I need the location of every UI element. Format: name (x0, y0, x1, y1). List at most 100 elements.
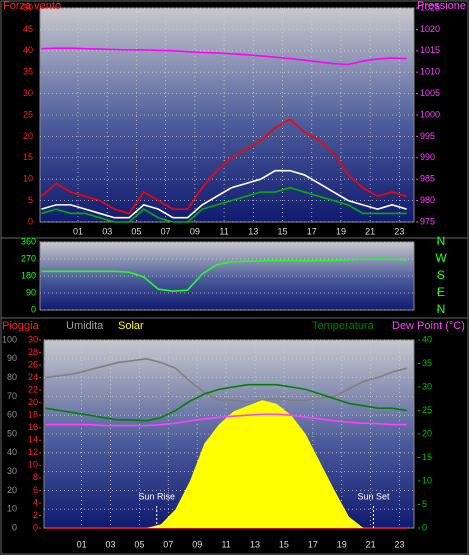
y-tick-label: 14 (28, 435, 38, 445)
y-tick-label: 1015 (420, 45, 440, 55)
y-tick-label: 40 (7, 447, 17, 457)
y-tick-label: 5 (422, 499, 427, 509)
y-tick-label: 45 (23, 24, 33, 34)
y-tick-label: 985 (420, 174, 435, 184)
y-tick-label: 50 (23, 2, 33, 12)
x-tick-label: 23 (394, 226, 404, 236)
y-tick-label: 20 (28, 397, 38, 407)
y-tick-label: 1010 (420, 67, 440, 77)
x-tick-label: 03 (105, 539, 115, 549)
x-tick-label: 21 (365, 226, 375, 236)
y-tick-label: 12 (28, 447, 38, 457)
y-tick-label: 100 (2, 334, 17, 344)
x-tick-label: 17 (308, 539, 318, 549)
x-tick-label: 19 (337, 539, 347, 549)
y-tick-label: 10 (422, 475, 432, 485)
y-tick-label: 1020 (420, 24, 440, 34)
x-tick-label: 05 (131, 226, 141, 236)
y-tick-label: 25 (23, 109, 33, 119)
y-tick-label: 1005 (420, 88, 440, 98)
y-tick-label: 980 (420, 195, 435, 205)
y-tick-label: E (437, 285, 445, 299)
y-tick-label: 25 (422, 405, 432, 415)
y-tick-label: 15 (23, 152, 33, 162)
y-tick-label: 30 (422, 381, 432, 391)
y-tick-label: 995 (420, 131, 435, 141)
y-tick-label: 60 (7, 410, 17, 420)
y-tick-label: 35 (422, 358, 432, 368)
line (45, 357, 407, 403)
legend-label: Solar (118, 320, 144, 332)
y-tick-label: 15 (422, 452, 432, 462)
legend-label: Umidita (66, 320, 104, 332)
x-tick-label: 23 (395, 539, 405, 549)
x-tick-label: 09 (190, 226, 200, 236)
x-tick-label: 15 (278, 226, 288, 236)
y-tick-label: 2 (33, 510, 38, 520)
y-tick-label: 30 (28, 334, 38, 344)
y-tick-label: 0 (422, 522, 427, 532)
y-tick-label: N (437, 234, 446, 248)
x-tick-label: 19 (336, 226, 346, 236)
x-tick-label: 17 (307, 226, 317, 236)
y-tick-label: 990 (420, 152, 435, 162)
line (41, 47, 407, 66)
y-tick-label: 180 (21, 270, 36, 280)
y-tick-label: 70 (7, 391, 17, 401)
plot-area (39, 241, 415, 311)
x-tick-label: 01 (73, 226, 83, 236)
legend-label: Dew Point (°C) (392, 320, 465, 332)
y-tick-label: 28 (28, 347, 38, 357)
x-tick-label: 21 (366, 539, 376, 549)
annotation: Sun Rise (138, 491, 175, 501)
legend-label: Temperatura (312, 320, 375, 332)
y-tick-label: 10 (23, 174, 33, 184)
x-tick-label: 09 (192, 539, 202, 549)
line (41, 186, 407, 223)
line (45, 383, 407, 422)
y-tick-label: 50 (7, 428, 17, 438)
x-tick-label: 11 (221, 539, 230, 549)
y-tick-label: 22 (28, 385, 38, 395)
plot-area (39, 7, 415, 223)
area (45, 400, 407, 528)
y-tick-label: 24 (28, 372, 38, 382)
annotation: Sun Set (358, 491, 391, 501)
line (45, 413, 407, 427)
axis-title: Pressione (417, 0, 466, 12)
y-tick-label: 20 (422, 428, 432, 438)
y-tick-label: N (437, 302, 446, 316)
y-tick-label: 10 (7, 504, 17, 514)
y-tick-label: S (437, 268, 445, 282)
y-tick-label: 80 (7, 372, 17, 382)
axis-title: Forza vento (3, 0, 61, 12)
y-tick-label: 360 (21, 236, 36, 246)
y-tick-label: 26 (28, 359, 38, 369)
x-tick-label: 07 (163, 539, 173, 549)
panel-frame (0, 317, 469, 555)
y-tick-label: 40 (23, 45, 33, 55)
y-tick-label: 16 (28, 422, 38, 432)
line (40, 118, 407, 215)
line (41, 169, 407, 219)
y-tick-label: 90 (7, 353, 17, 363)
y-tick-label: 0 (31, 304, 36, 314)
legend-label: Pioggia (2, 320, 40, 332)
line (41, 258, 407, 292)
y-tick-label: 90 (26, 287, 36, 297)
x-tick-label: 13 (250, 539, 260, 549)
y-tick-label: 1025 (420, 2, 440, 12)
y-tick-label: 10 (28, 460, 38, 470)
y-tick-label: 20 (7, 485, 17, 495)
x-tick-label: 11 (219, 226, 228, 236)
x-tick-label: 05 (134, 539, 144, 549)
y-tick-label: 35 (23, 67, 33, 77)
y-tick-label: 0 (12, 522, 17, 532)
y-tick-label: 975 (420, 216, 435, 226)
y-tick-label: 6 (33, 485, 38, 495)
x-tick-label: 03 (102, 226, 112, 236)
y-tick-label: 8 (33, 472, 38, 482)
y-tick-label: 30 (23, 88, 33, 98)
x-tick-label: 15 (279, 539, 289, 549)
